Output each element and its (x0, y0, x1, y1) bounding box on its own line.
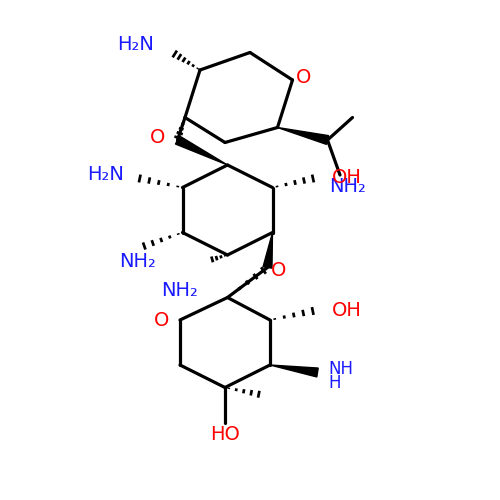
Text: OH: OH (332, 300, 362, 320)
Polygon shape (176, 136, 228, 165)
Text: NH₂: NH₂ (160, 280, 198, 299)
Text: O: O (154, 310, 169, 330)
Text: O: O (150, 128, 165, 147)
Text: O: O (271, 260, 286, 280)
Polygon shape (263, 232, 272, 268)
Text: H₂N: H₂N (87, 166, 124, 184)
Text: O: O (296, 68, 311, 87)
Polygon shape (270, 365, 318, 377)
Text: OH: OH (332, 168, 362, 187)
Text: H: H (328, 374, 341, 392)
Text: HO: HO (210, 426, 240, 444)
Text: NH₂: NH₂ (329, 176, 366, 196)
Text: H₂N: H₂N (116, 36, 154, 54)
Text: NH₂: NH₂ (119, 252, 156, 271)
Text: NH: NH (328, 360, 353, 378)
Polygon shape (278, 128, 328, 144)
